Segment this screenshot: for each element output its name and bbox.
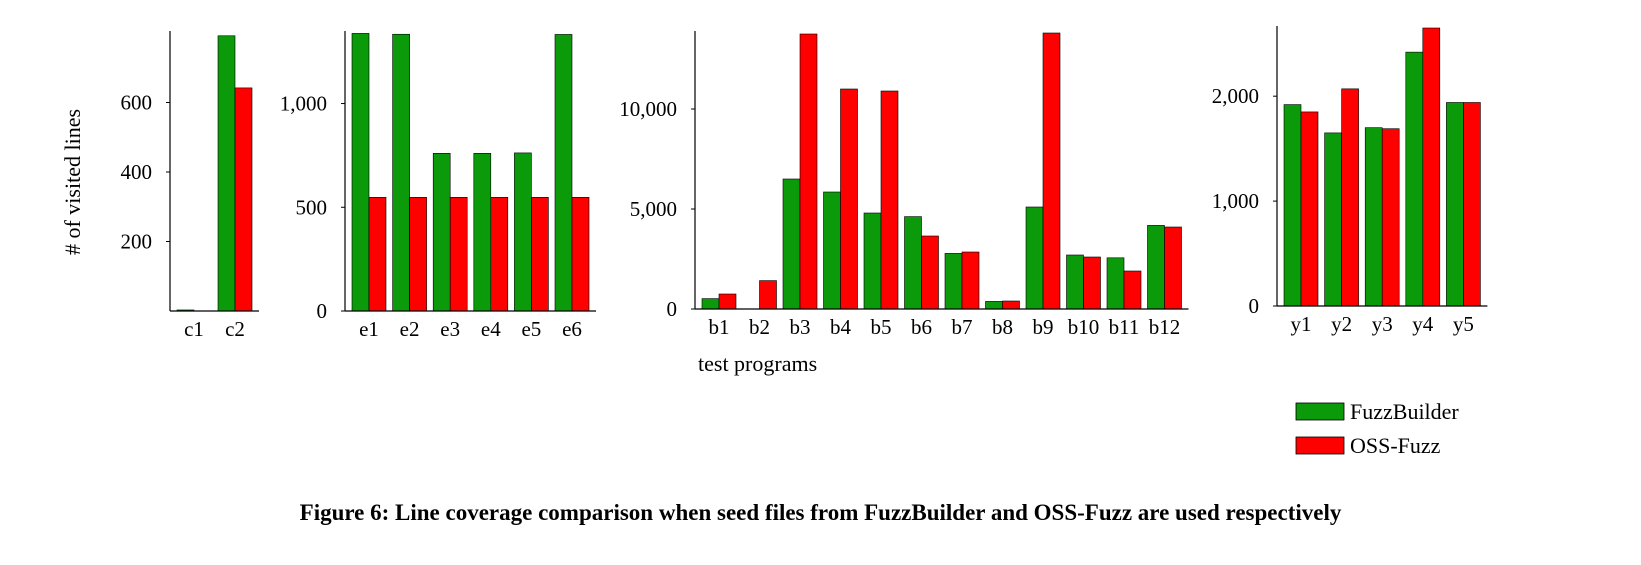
x-tick-label: b9 bbox=[1033, 315, 1054, 339]
legend-label: FuzzBuilder bbox=[1350, 399, 1459, 424]
bar-e1-ossfuzz bbox=[368, 197, 387, 312]
bar-b1-fuzzbuilder bbox=[701, 298, 720, 310]
figure-caption: Figure 6: Line coverage comparison when … bbox=[299, 500, 1342, 525]
x-tick-label: b4 bbox=[830, 315, 852, 339]
bar-b9-ossfuzz bbox=[1042, 32, 1061, 310]
x-tick-label: b1 bbox=[709, 315, 730, 339]
x-tick-label: y3 bbox=[1372, 312, 1393, 336]
bar-b3-fuzzbuilder bbox=[782, 178, 801, 310]
bar-b12-ossfuzz bbox=[1164, 226, 1182, 310]
bar-b6-ossfuzz bbox=[921, 235, 939, 310]
bar-b11-ossfuzz bbox=[1123, 270, 1142, 310]
chart-legend: FuzzBuilder OSS-Fuzz bbox=[1295, 399, 1459, 458]
x-tick-label: y5 bbox=[1453, 312, 1474, 336]
x-tick-label: b6 bbox=[911, 315, 932, 339]
x-tick-label: e4 bbox=[481, 317, 501, 341]
bar-b8-fuzzbuilder bbox=[985, 301, 1003, 310]
bar-e6-ossfuzz bbox=[571, 197, 590, 312]
legend-swatch-ossfuzz bbox=[1295, 436, 1345, 455]
y-axis-label: # of visited lines bbox=[60, 109, 85, 255]
bar-e4-ossfuzz bbox=[490, 197, 509, 312]
bar-b3-ossfuzz bbox=[799, 33, 818, 310]
y-tick-label: 5,000 bbox=[630, 197, 677, 221]
bar-b8-ossfuzz bbox=[1002, 300, 1020, 310]
bar-e1-fuzzbuilder bbox=[351, 33, 370, 312]
y-tick-label: 1,000 bbox=[280, 92, 327, 116]
y-tick-label: 2,000 bbox=[1212, 84, 1259, 108]
bar-e3-ossfuzz bbox=[449, 197, 468, 312]
y-tick-label: 600 bbox=[121, 91, 153, 115]
x-tick-label: y2 bbox=[1331, 312, 1352, 336]
y-tick-label: 200 bbox=[121, 230, 153, 254]
x-tick-label: c2 bbox=[225, 317, 245, 341]
bar-y4-ossfuzz bbox=[1422, 27, 1441, 307]
bar-b7-ossfuzz bbox=[961, 251, 980, 310]
y-tick-label: 10,000 bbox=[619, 97, 677, 121]
bar-e6-fuzzbuilder bbox=[554, 34, 573, 312]
x-tick-label: e3 bbox=[440, 317, 460, 341]
y-tick-label: 1,000 bbox=[1212, 189, 1259, 213]
bar-b12-fuzzbuilder bbox=[1147, 225, 1165, 310]
bar-y3-ossfuzz bbox=[1381, 128, 1400, 307]
y-tick-label: 0 bbox=[667, 297, 678, 321]
x-tick-label: b7 bbox=[952, 315, 973, 339]
bar-y1-fuzzbuilder bbox=[1283, 104, 1302, 307]
x-axis-label: test programs bbox=[698, 351, 817, 376]
legend-label: OSS-Fuzz bbox=[1350, 433, 1441, 458]
x-tick-label: b3 bbox=[790, 315, 811, 339]
bar-b10-fuzzbuilder bbox=[1066, 254, 1084, 310]
bar-e2-fuzzbuilder bbox=[392, 33, 410, 312]
bar-b11-fuzzbuilder bbox=[1106, 257, 1125, 310]
bar-c2-fuzzbuilder bbox=[217, 35, 236, 312]
bar-y3-fuzzbuilder bbox=[1364, 127, 1383, 307]
bar-y1-ossfuzz bbox=[1300, 111, 1319, 307]
x-tick-label: b8 bbox=[992, 315, 1013, 339]
x-tick-label: e6 bbox=[562, 317, 582, 341]
y-tick-label: 500 bbox=[296, 195, 328, 219]
x-tick-label: y1 bbox=[1291, 312, 1312, 336]
x-tick-label: b12 bbox=[1149, 315, 1181, 339]
bar-b6-fuzzbuilder bbox=[904, 216, 922, 310]
bar-e5-fuzzbuilder bbox=[514, 152, 532, 312]
y-tick-label: 0 bbox=[317, 299, 328, 323]
bar-y4-fuzzbuilder bbox=[1405, 51, 1424, 307]
bar-e5-ossfuzz bbox=[531, 197, 549, 312]
bar-b9-fuzzbuilder bbox=[1025, 206, 1044, 310]
bar-e4-fuzzbuilder bbox=[473, 153, 492, 312]
bar-c2-ossfuzz bbox=[234, 87, 253, 312]
bar-b5-fuzzbuilder bbox=[863, 212, 882, 310]
x-tick-label: b11 bbox=[1109, 315, 1140, 339]
x-tick-label: e1 bbox=[359, 317, 379, 341]
bar-b1-ossfuzz bbox=[718, 293, 737, 310]
bar-y5-fuzzbuilder bbox=[1446, 102, 1464, 307]
bar-b7-fuzzbuilder bbox=[944, 253, 963, 310]
chart-panel-4: y1 y2 y3 y4 y5 0 1,000 2,000 bbox=[1212, 26, 1488, 336]
chart-panel-2: e1 e2 e3 e4 e5 e6 0 500 1,000 bbox=[280, 31, 596, 341]
bar-b10-ossfuzz bbox=[1083, 256, 1101, 310]
chart-panel-1: c1 c2 200 400 600 # of visited lines bbox=[60, 31, 259, 341]
bar-b4-ossfuzz bbox=[840, 88, 858, 310]
bar-e3-fuzzbuilder bbox=[432, 153, 451, 312]
bar-y5-ossfuzz bbox=[1463, 102, 1481, 307]
bar-b5-ossfuzz bbox=[880, 90, 899, 310]
chart-panel-3: b1 b2 b3 b4 b5 b6 b7 b8 b9 b10 b11 b12 0 5,000 10,000 t… bbox=[619, 31, 1189, 376]
y-tick-label: 0 bbox=[1249, 294, 1260, 318]
x-tick-label: b5 bbox=[871, 315, 892, 339]
x-tick-label: e2 bbox=[400, 317, 420, 341]
y-tick-label: 400 bbox=[121, 160, 153, 184]
bar-b2-ossfuzz bbox=[759, 280, 777, 310]
legend-swatch-fuzzbuilder bbox=[1295, 402, 1345, 421]
x-tick-label: b2 bbox=[749, 315, 770, 339]
x-tick-label: y4 bbox=[1412, 312, 1434, 336]
x-tick-label: c1 bbox=[184, 317, 204, 341]
x-tick-label: b10 bbox=[1068, 315, 1100, 339]
bar-y2-ossfuzz bbox=[1341, 88, 1359, 307]
bar-y2-fuzzbuilder bbox=[1324, 132, 1342, 307]
bar-e2-ossfuzz bbox=[409, 197, 427, 312]
bar-b4-fuzzbuilder bbox=[823, 191, 841, 310]
x-tick-label: e5 bbox=[521, 317, 541, 341]
